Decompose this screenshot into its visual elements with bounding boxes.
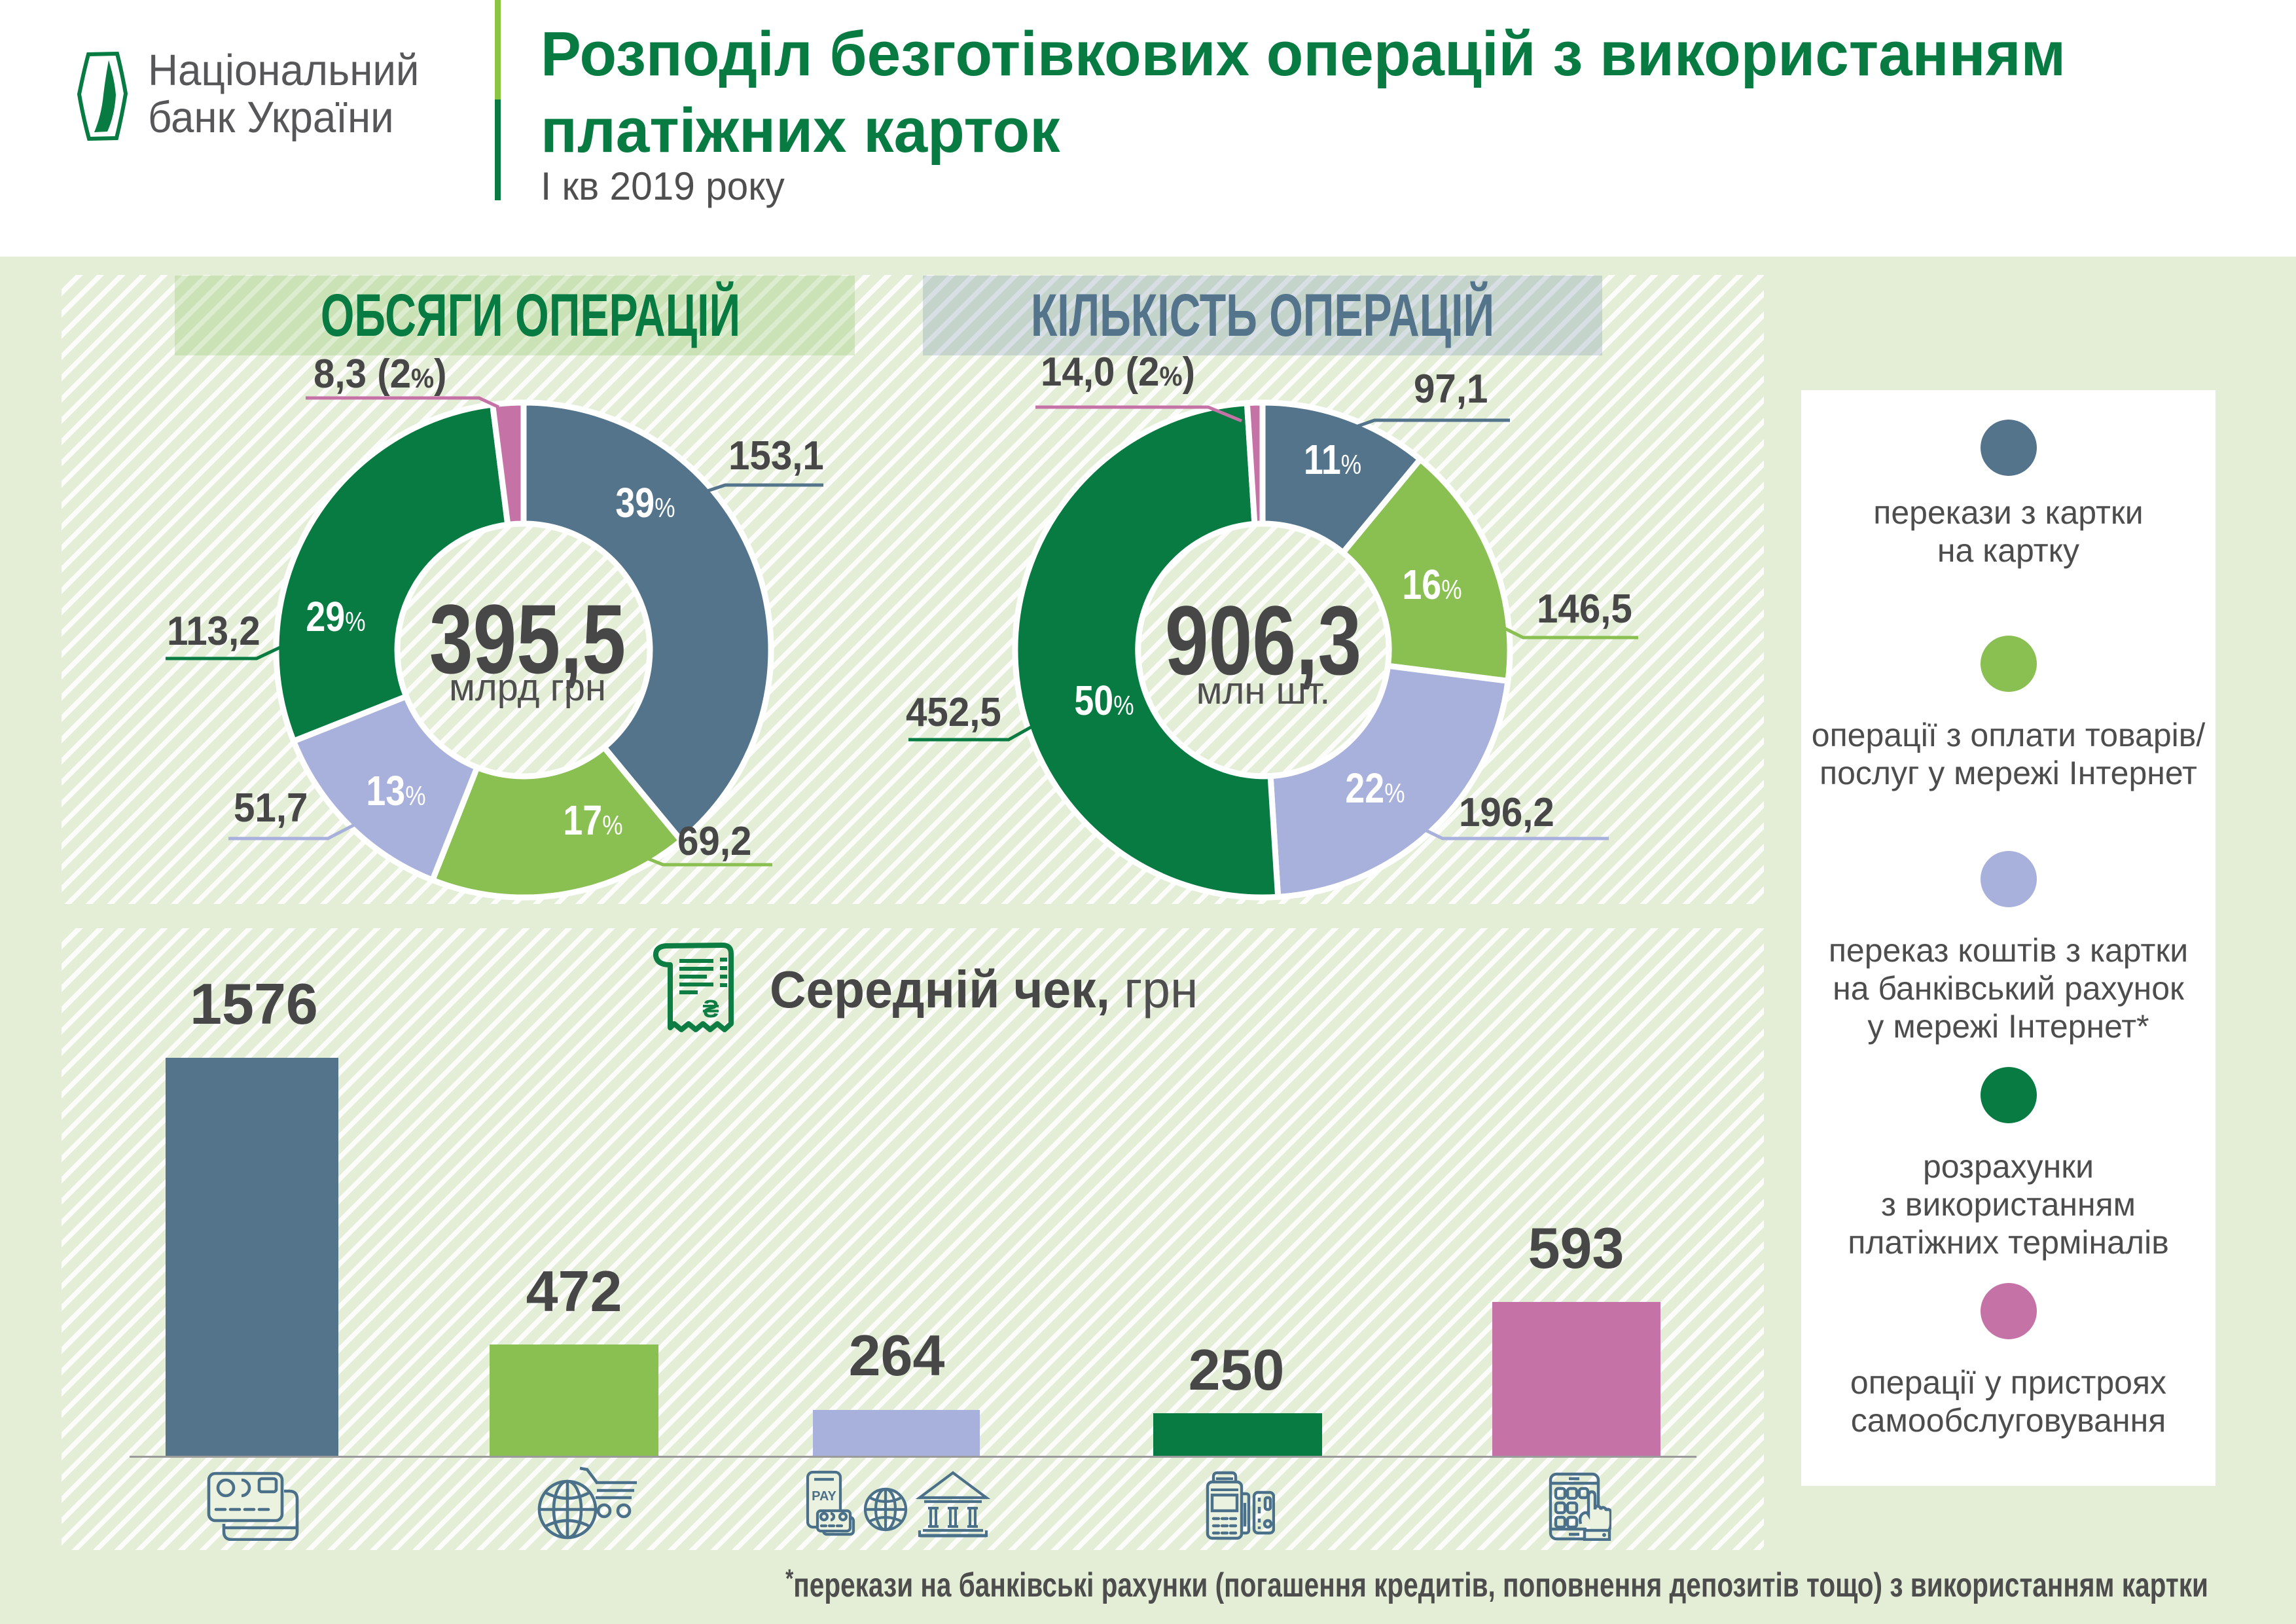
svg-text:₴: ₴	[702, 996, 719, 1023]
svg-text:PAY: PAY	[812, 1489, 836, 1504]
